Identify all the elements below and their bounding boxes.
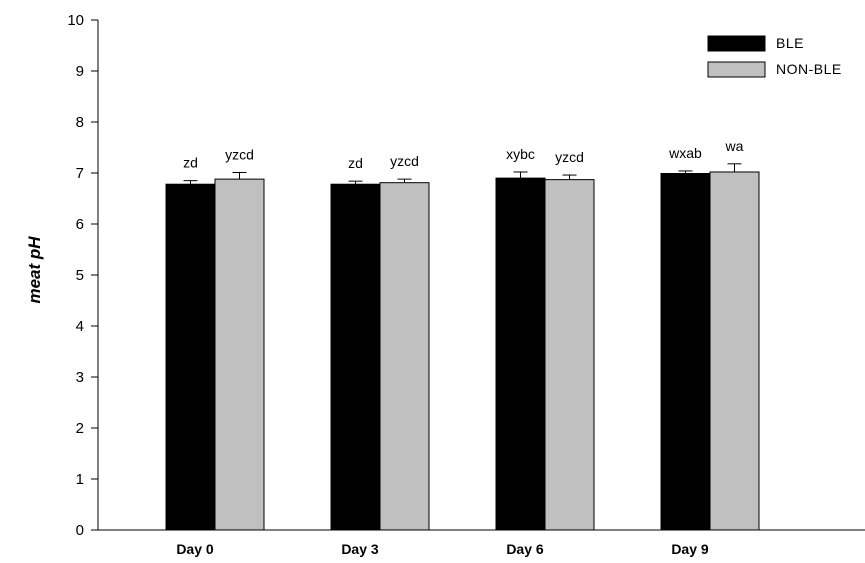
x-category-label: Day 9 [671, 541, 709, 557]
y-tick-label: 8 [76, 114, 84, 131]
bar-ble [165, 183, 216, 531]
y-tick-label: 4 [76, 318, 84, 335]
bar-non-ble [709, 171, 760, 531]
bar-significance-label: xybc [506, 146, 535, 162]
bar-significance-label: zd [348, 155, 363, 171]
bar-ble [495, 177, 546, 531]
y-tick-label: 5 [76, 267, 84, 284]
x-category-label: Day 6 [506, 541, 544, 557]
chart-legend: BLE NON-BLE [707, 35, 842, 78]
x-axis-category-labels: Day 0 Day 3 Day 6 Day 9 [176, 541, 709, 557]
y-tick-label: 2 [76, 420, 84, 437]
bar-ble [330, 183, 381, 531]
bar-significance-label: zd [183, 155, 198, 171]
x-category-label: Day 0 [176, 541, 214, 557]
legend-swatch-non-ble [707, 61, 766, 78]
y-axis-label: meat pH [25, 236, 44, 304]
y-tick-label: 7 [76, 165, 84, 182]
y-tick-label: 9 [76, 63, 84, 80]
bar-significance-label: wa [725, 138, 744, 154]
bar-significance-label: yzcd [225, 146, 254, 162]
bar-non-ble [379, 182, 430, 531]
bar-non-ble [544, 179, 595, 531]
legend-label: BLE [776, 35, 804, 51]
bar-significance-label: wxab [668, 145, 702, 161]
legend-label: NON-BLE [776, 61, 842, 77]
bar-significance-label: yzcd [555, 149, 584, 165]
bar-ble [660, 173, 711, 531]
y-tick-label: 3 [76, 369, 84, 386]
y-tick-label: 10 [67, 12, 84, 29]
x-category-label: Day 3 [341, 541, 379, 557]
y-axis-ticks: 0 1 2 3 4 5 6 7 8 9 10 [67, 12, 98, 539]
y-tick-label: 0 [76, 522, 84, 539]
y-tick-label: 1 [76, 471, 84, 488]
y-tick-label: 6 [76, 216, 84, 233]
bar-non-ble [214, 178, 265, 531]
legend-swatch-ble [707, 35, 766, 52]
bar-significance-label: yzcd [390, 153, 419, 169]
chart-bars: zd yzcd zd yzcd xybc yzcd wxab wa [165, 138, 760, 531]
